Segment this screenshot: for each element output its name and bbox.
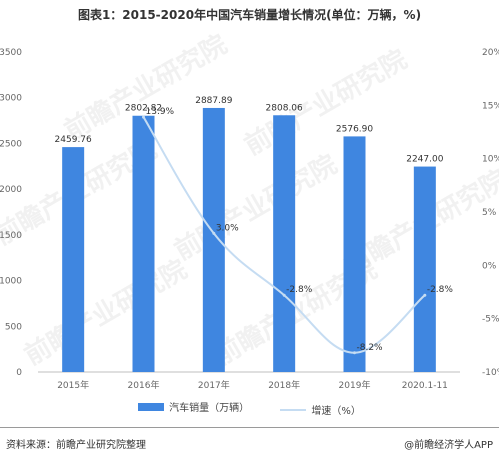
x-tick-label: 2015年 [57, 379, 89, 391]
x-tick-label: 2017年 [198, 379, 230, 391]
bar-value-label: 2802.82 [125, 104, 162, 114]
y-right-tick-label: 5% [482, 208, 497, 218]
legend-swatch-bar [138, 402, 165, 411]
chart-canvas: 前瞻产业研究院前瞻产业研究院前瞻产业研究院前瞻产业研究院前瞻产业研究院前瞻产业研… [0, 29, 499, 391]
y-left-tick-label: 2000 [0, 185, 22, 195]
growth-point [282, 293, 286, 297]
watermark-text: 前瞻产业研究院 [19, 254, 192, 372]
y-left-tick-label: 3500 [0, 48, 22, 58]
brand-credit: @前瞻经济学人APP [404, 440, 493, 451]
legend-label-sales: 汽车销量（万辆） [169, 403, 250, 414]
bar [62, 147, 85, 372]
bar-value-label: 2247.00 [406, 155, 443, 165]
growth-point [212, 231, 216, 235]
bar-value-label: 2459.76 [55, 135, 92, 145]
y-right-tick-label: -5% [482, 315, 499, 325]
bar [202, 107, 225, 372]
growth-value-label: -2.8% [286, 285, 313, 295]
growth-point [423, 293, 427, 297]
y-left-tick-label: 3000 [0, 94, 22, 104]
bar [343, 136, 366, 372]
y-left-tick-label: 2500 [0, 139, 22, 149]
y-left-tick-label: 1500 [0, 231, 22, 241]
legend: 汽车销量（万辆） 增速（%） [0, 399, 499, 417]
growth-value-label: -2.8% [427, 285, 454, 295]
bar-value-label: 2887.89 [195, 96, 232, 106]
chart-title: 图表1：2015-2020年中国汽车销量增长情况(单位：万辆，%) [77, 8, 422, 22]
y-right-tick-label: 20% [482, 48, 499, 58]
x-tick-label: 2018年 [268, 379, 300, 391]
growth-value-label: -8.2% [357, 343, 384, 353]
x-tick-label: 2019年 [339, 379, 371, 391]
y-right-tick-label: -10% [482, 368, 499, 378]
y-left-tick-label: 500 [5, 322, 22, 332]
growth-value-label: 3.0% [216, 223, 239, 233]
y-right-tick-label: 15% [482, 101, 499, 111]
y-right-tick-label: 10% [482, 155, 499, 165]
growth-point [353, 351, 356, 355]
bar-value-label: 2808.06 [266, 103, 303, 113]
bar [132, 115, 155, 372]
growth-point [142, 115, 145, 119]
growth-value-label: 13.9% [146, 107, 175, 117]
bar-value-label: 2576.90 [336, 124, 373, 134]
bar [413, 166, 436, 372]
y-right-tick-label: 0% [482, 261, 497, 271]
legend-item-sales: 汽车销量（万辆） [138, 399, 249, 414]
footer-divider [0, 427, 499, 428]
legend-label-growth: 增速（%） [311, 406, 361, 417]
legend-swatch-line [280, 408, 307, 411]
x-tick-label: 2020.1-11 [402, 381, 448, 391]
y-left-tick-label: 1000 [0, 277, 22, 287]
y-left-tick-label: 0 [16, 368, 22, 378]
source-note: 资料来源：前瞻产业研究院整理 [6, 440, 146, 451]
legend-item-growth: 增速（%） [280, 402, 361, 417]
x-tick-label: 2016年 [128, 379, 160, 391]
bar [273, 115, 296, 372]
